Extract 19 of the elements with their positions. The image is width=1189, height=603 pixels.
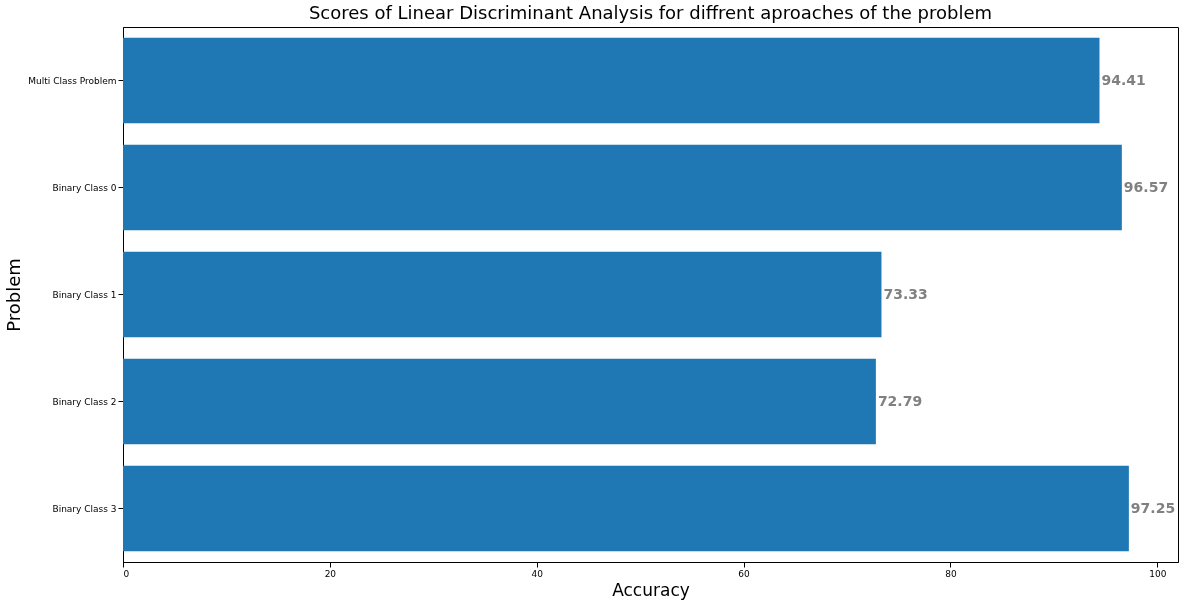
x-tick-label: 80 (945, 568, 957, 579)
y-axis-title: Problem (3, 258, 25, 332)
y-tick-label: Binary Class 3 (52, 503, 117, 514)
y-tick-label: Multi Class Problem (28, 75, 117, 86)
x-tick-label: 0 (123, 568, 130, 579)
y-tick-label: Binary Class 1 (52, 289, 117, 300)
x-tick-label: 100 (1149, 568, 1167, 579)
x-tick-label: 60 (738, 568, 751, 579)
data-label: 97.25 (1130, 499, 1176, 516)
y-tick-label: Binary Class 0 (52, 182, 117, 193)
data-label: 73.33 (883, 285, 928, 302)
x-tick-label: 40 (531, 568, 544, 579)
x-tick-label: 20 (324, 568, 337, 579)
data-label: 72.79 (877, 392, 923, 409)
data-label: 96.57 (1123, 178, 1169, 195)
x-axis-title: Accuracy (612, 579, 690, 600)
data-label: 94.41 (1101, 71, 1146, 88)
chart-title: Scores of Linear Discriminant Analysis for diffrent aproaches of the problem (308, 2, 993, 23)
y-tick-label: Binary Class 2 (52, 396, 117, 407)
